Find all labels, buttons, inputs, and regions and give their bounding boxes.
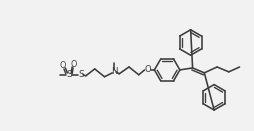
Text: O: O xyxy=(71,59,77,69)
Text: N: N xyxy=(110,67,117,76)
Text: O: O xyxy=(144,65,150,74)
Text: S: S xyxy=(66,70,72,79)
Text: S: S xyxy=(78,70,84,79)
Text: O: O xyxy=(59,61,65,70)
